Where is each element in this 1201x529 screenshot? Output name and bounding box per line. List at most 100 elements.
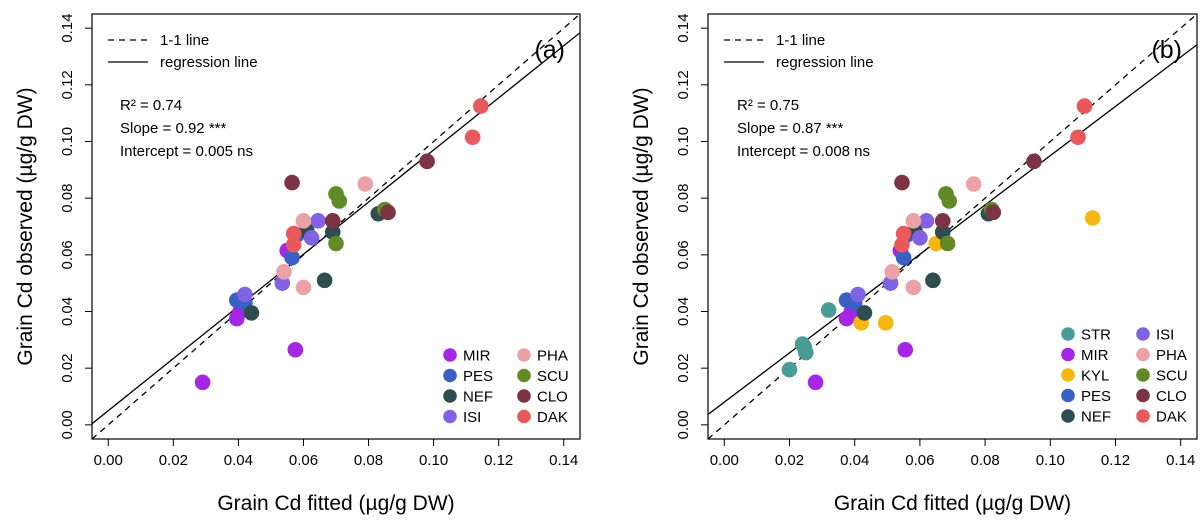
data-point-clo [380, 204, 396, 221]
y-tick-label: 0.04 [59, 297, 76, 326]
one-to-one-line [708, 14, 1197, 439]
data-point-isi [237, 286, 253, 303]
data-point-pha [295, 279, 312, 296]
y-tick-label: 0.10 [675, 127, 692, 156]
stats-text: R² = 0.75 [737, 97, 799, 114]
y-tick-label: 0.06 [675, 240, 692, 269]
legend-label-dak: DAK [537, 409, 568, 426]
legend-label-kyl: KYL [1081, 368, 1109, 385]
data-point-str [820, 302, 837, 318]
x-tick-label: 0.02 [775, 452, 804, 469]
data-point-isi [850, 286, 866, 303]
data-point-mir [897, 341, 914, 358]
x-axis-label: Grain Cd fitted (µg/g DW) [217, 492, 454, 515]
y-tick-label: 0.10 [59, 127, 76, 156]
stats-text: Intercept = 0.008 ns [737, 143, 870, 160]
line-legend-label: regression line [776, 54, 874, 71]
legend-label-mir: MIR [1081, 347, 1109, 364]
data-point-clo [894, 174, 910, 191]
regression-line [708, 44, 1197, 416]
x-axis-label: Grain Cd fitted (µg/g DW) [834, 492, 1071, 515]
panel-label: (a) [534, 36, 565, 64]
legend-label-isi: ISI [1156, 327, 1174, 344]
data-point-pha [905, 279, 922, 296]
data-point-pes [895, 249, 912, 266]
legend-label-dak: DAK [1156, 409, 1187, 426]
line-legend-label: 1-1 line [160, 32, 209, 49]
y-tick-label: 0.12 [675, 70, 692, 99]
legend-marker-mir [1061, 347, 1075, 362]
legend-marker-nef [1061, 409, 1075, 423]
panel-b: 0.00 0.02 0.04 0.06 0.08 0.10 0.12 0.14 0.00 0.02… [630, 13, 1198, 515]
data-point-clo [284, 174, 300, 191]
data-point-kyl [1084, 210, 1101, 226]
legend-marker-scu [517, 368, 531, 383]
x-tick-label: 0.06 [905, 452, 934, 469]
data-point-kyl [928, 235, 944, 252]
legend-marker-isi [443, 409, 457, 424]
legend-marker-mir [443, 348, 457, 362]
legend-label-scu: SCU [1156, 368, 1188, 385]
data-point-mir [807, 374, 824, 391]
data-point-isi [310, 213, 326, 229]
legend-label-clo: CLO [537, 389, 568, 406]
stats-text: Slope = 0.87 *** [737, 120, 843, 137]
legend-label-scu: SCU [537, 368, 569, 385]
data-point-dak [285, 225, 302, 242]
stats-text: Intercept = 0.005 ns [120, 143, 253, 160]
data-point-kyl [877, 315, 894, 331]
legend-marker-kyl [1061, 368, 1075, 382]
plot-frame [707, 13, 1198, 440]
x-tick-label: 0.04 [224, 452, 253, 469]
legend-marker-pha [517, 348, 531, 362]
data-point-dak [1070, 129, 1086, 146]
data-point-mir [194, 374, 211, 391]
x-tick-label: 0.00 [94, 452, 123, 469]
legend-label-nef: NEF [463, 389, 493, 406]
data-point-mir [287, 341, 304, 358]
data-point-str [798, 344, 814, 361]
y-tick-label: 0.00 [675, 410, 692, 439]
legend-label-str: STR [1081, 327, 1111, 344]
stats-text: Slope = 0.92 *** [120, 120, 226, 137]
legend-label-pha: PHA [1156, 347, 1187, 364]
x-tick-label: 0.12 [1101, 452, 1130, 469]
y-tick-label: 0.06 [59, 240, 76, 269]
line-legend-label: 1-1 line [776, 32, 825, 49]
x-tick-label: 0.14 [1166, 452, 1195, 469]
plot-area [708, 14, 1197, 439]
legend-marker-scu [1136, 368, 1150, 382]
legend-marker-clo [517, 389, 531, 403]
data-point-dak [1076, 98, 1093, 114]
legend-label-pha: PHA [537, 348, 568, 365]
legend-label-pes: PES [1081, 388, 1111, 405]
y-axis-label: Grain Cd observed (µg/g DW) [14, 87, 37, 365]
data-point-scu [331, 193, 348, 209]
plot-area [92, 14, 580, 439]
legend-marker-pes [1061, 388, 1075, 403]
legend-marker-nef [443, 389, 457, 403]
legend-label-nef: NEF [1081, 409, 1111, 426]
data-point-nef [316, 272, 333, 289]
panel-a: 0.00 0.02 0.04 0.06 0.08 0.10 0.12 0.14 0.00 0.02… [14, 13, 581, 515]
y-tick-label: 0.02 [59, 354, 76, 383]
legend-marker-isi [1136, 327, 1150, 341]
legend-marker-dak [517, 409, 531, 424]
y-tick-label: 0.14 [675, 14, 692, 43]
y-tick-label: 0.08 [59, 184, 76, 213]
y-tick-label: 0.04 [675, 297, 692, 326]
data-point-pha [357, 176, 374, 192]
x-tick-label: 0.00 [710, 452, 739, 469]
data-point-dak [464, 129, 481, 146]
data-point-clo [1026, 153, 1042, 170]
y-tick-label: 0.08 [675, 184, 692, 213]
data-point-pha [295, 213, 312, 229]
x-tick-label: 0.12 [484, 452, 513, 469]
y-tick-label: 0.14 [59, 14, 76, 43]
data-point-scu [939, 235, 956, 252]
x-tick-label: 0.06 [289, 452, 318, 469]
x-tick-label: 0.14 [549, 452, 578, 469]
data-point-scu [328, 235, 344, 252]
